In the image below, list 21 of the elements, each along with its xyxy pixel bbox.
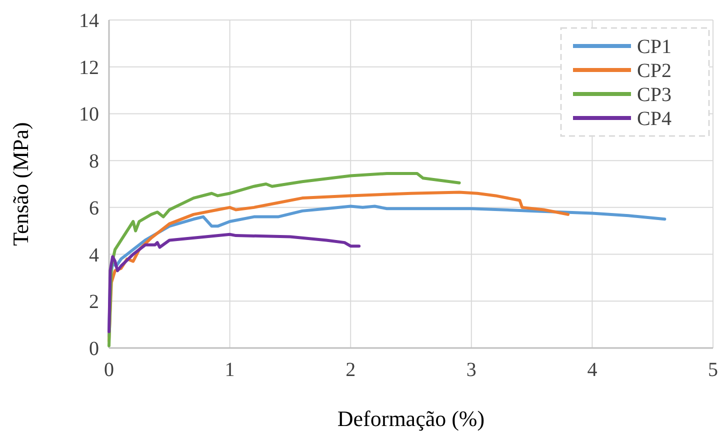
y-tick-label: 10	[79, 104, 99, 126]
x-axis-title: Deformação (%)	[337, 406, 485, 431]
y-tick-label: 2	[89, 291, 99, 314]
x-tick-label: 2	[346, 359, 356, 381]
y-tick-label: 4	[89, 244, 99, 266]
x-tick-label: 3	[466, 359, 476, 381]
y-axis-title: Tensão (MPa)	[8, 122, 33, 246]
y-tick-label: 6	[89, 197, 99, 220]
legend-label: CP3	[637, 84, 672, 106]
legend-label: CP2	[637, 60, 672, 82]
y-tick-label: 8	[89, 150, 99, 173]
y-tick-label: 14	[79, 10, 99, 32]
x-tick-label: 5	[708, 359, 718, 381]
legend-label: CP4	[637, 108, 672, 130]
line-series	[108, 232, 361, 334]
y-tick-label: 12	[79, 56, 99, 79]
x-tick-label: 4	[587, 359, 598, 381]
x-tick-label: 0	[104, 359, 114, 381]
legend-label: CP1	[637, 36, 672, 58]
y-tick-label: 0	[89, 338, 99, 360]
x-tick-label: 1	[224, 359, 235, 381]
